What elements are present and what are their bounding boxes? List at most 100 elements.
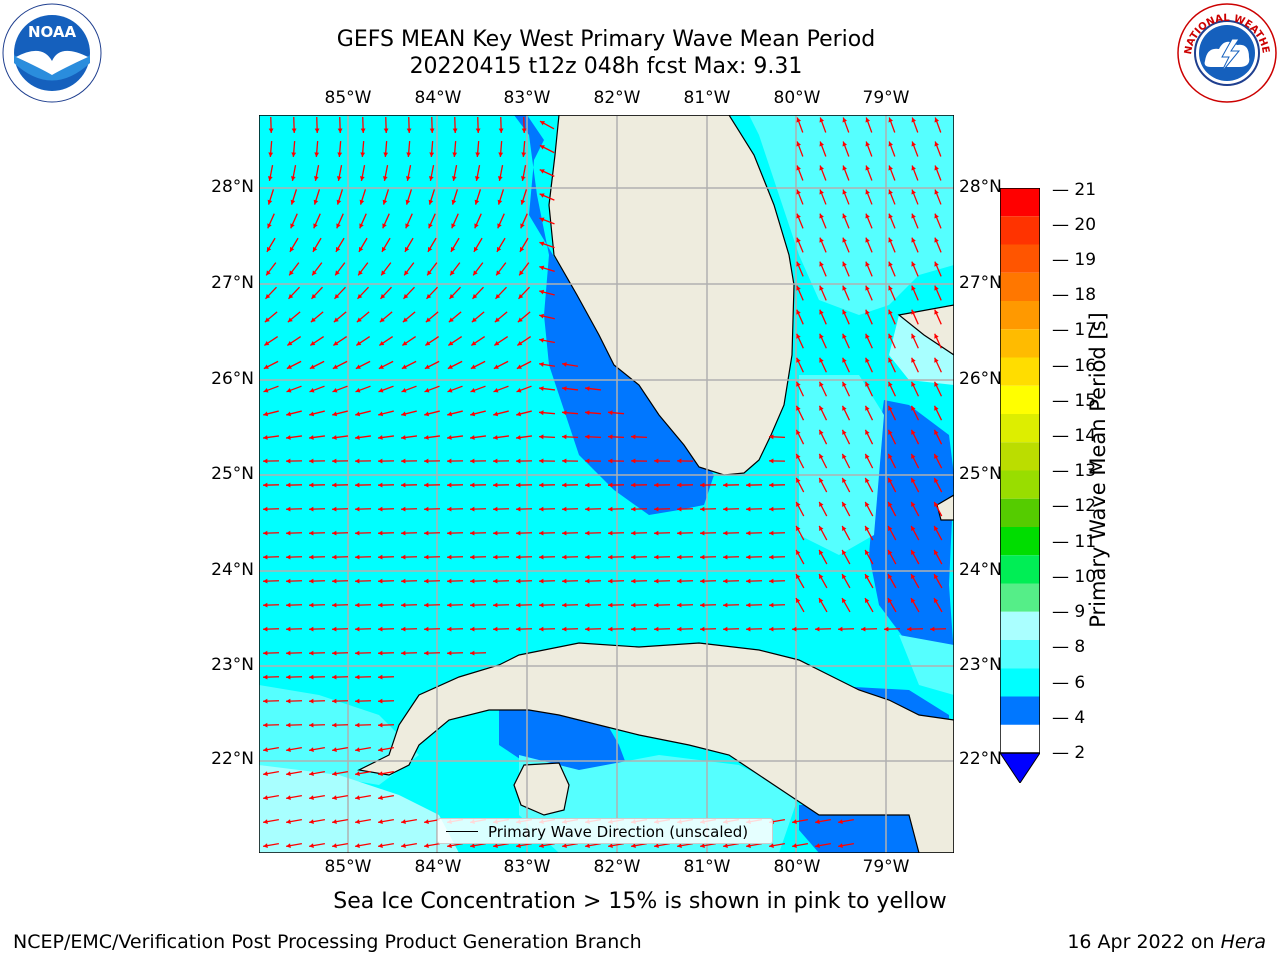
wave-arrow	[911, 309, 919, 325]
legend-label: Primary Wave Direction (unscaled)	[488, 823, 749, 841]
wave-arrow	[400, 554, 418, 560]
wave-arrow	[448, 311, 462, 323]
wave-arrow	[354, 674, 372, 680]
wave-arrow	[470, 410, 486, 417]
wave-arrow	[585, 842, 601, 848]
wave-arrow	[492, 530, 510, 536]
lat-label-right: 25°N	[959, 464, 1002, 484]
wave-arrow	[286, 410, 302, 417]
wave-arrow	[360, 116, 366, 134]
wave-arrow	[745, 482, 763, 488]
wave-arrow	[492, 458, 510, 464]
wave-arrow	[561, 506, 579, 512]
colorbar-segment	[1000, 301, 1040, 330]
wave-arrow	[910, 381, 920, 397]
wave-arrow	[354, 506, 372, 512]
wave-arrow	[910, 477, 920, 493]
colorbar-tick-label: — 2	[1052, 743, 1086, 763]
colorbar-tick-label: — 11	[1052, 532, 1097, 552]
lon-label-top: 84°W	[414, 88, 462, 108]
wave-arrow	[337, 140, 343, 158]
wave-period-map	[259, 115, 954, 853]
wave-arrow	[888, 165, 896, 181]
wave-arrow	[359, 189, 367, 205]
noaa-logo: NOAA	[2, 3, 102, 103]
wave-arrow	[424, 385, 440, 393]
wave-arrow	[334, 262, 346, 276]
wave-arrow	[842, 117, 850, 133]
wave-arrow	[910, 501, 920, 517]
wave-arrow	[818, 429, 828, 445]
wave-arrow	[447, 410, 463, 417]
wave-arrow	[818, 453, 828, 469]
wave-arrow	[400, 530, 418, 536]
wave-arrow	[472, 286, 484, 300]
wave-arrow	[332, 746, 348, 752]
wave-arrow	[308, 435, 326, 440]
wave-arrow	[768, 482, 786, 488]
wave-arrow	[492, 506, 510, 512]
wave-arrow	[561, 578, 579, 584]
wave-arrow	[378, 794, 394, 800]
wave-arrow	[517, 311, 531, 323]
wave-arrow	[495, 286, 507, 300]
wave-arrow	[768, 458, 786, 464]
wave-arrow	[406, 116, 412, 134]
wave-arrow	[262, 578, 280, 584]
wave-arrow	[607, 626, 625, 632]
wave-arrow	[818, 501, 828, 517]
wave-arrow	[842, 309, 850, 325]
wave-arrow	[358, 237, 368, 253]
wave-arrow	[911, 237, 919, 253]
wave-arrow	[539, 217, 555, 225]
wave-arrow	[262, 722, 280, 728]
wave-arrow	[864, 573, 874, 589]
wave-arrow	[383, 140, 389, 158]
wave-arrow	[286, 746, 302, 752]
wave-arrow	[538, 578, 556, 584]
wave-arrow	[267, 213, 275, 229]
wave-arrow	[864, 429, 874, 445]
wave-arrow	[934, 309, 942, 325]
lon-label-top: 85°W	[324, 88, 372, 108]
colorbar-tick-label: — 18	[1052, 285, 1097, 305]
wave-arrow	[285, 650, 303, 656]
wave-arrow	[516, 842, 532, 848]
lat-lon-grid	[259, 115, 954, 853]
colorbar-segment	[1000, 583, 1040, 612]
wave-arrow	[331, 698, 349, 704]
wave-arrow	[309, 746, 325, 752]
wave-arrow	[910, 573, 920, 589]
wave-arrow	[841, 501, 851, 517]
wave-arrow	[584, 458, 602, 464]
wave-arrow	[378, 818, 394, 824]
wave-arrow	[584, 482, 602, 488]
wave-arrow	[933, 429, 943, 445]
wave-arrow	[309, 385, 325, 393]
wave-arrow	[492, 602, 510, 608]
wave-arrow	[354, 602, 372, 608]
wave-arrow	[934, 237, 942, 253]
colorbar-segment	[1000, 357, 1040, 386]
wave-arrow	[910, 525, 920, 541]
wave-arrow	[934, 117, 942, 133]
wave-arrow	[308, 626, 326, 632]
wave-arrow	[469, 506, 487, 512]
wave-arrow	[841, 477, 851, 493]
wave-arrow	[818, 573, 828, 589]
wave-arrow	[888, 285, 896, 301]
wave-arrow	[308, 674, 326, 680]
wave-arrow	[400, 578, 418, 584]
wave-arrow	[911, 141, 919, 157]
wave-arrow	[795, 549, 805, 565]
wave-arrow	[426, 286, 438, 300]
colorbar-segment	[1000, 244, 1040, 273]
wave-arrow	[933, 549, 943, 565]
wave-arrow	[796, 261, 804, 277]
wave-arrow	[699, 482, 717, 488]
wave-arrow	[584, 578, 602, 584]
wave-arrow	[331, 506, 349, 512]
map-title-line2: 20220415 t12z 048h fcst Max: 9.31	[409, 54, 803, 79]
wave-arrow	[515, 506, 533, 512]
nws-logo: NATIONAL WEATHER SERVICE	[1177, 3, 1277, 103]
